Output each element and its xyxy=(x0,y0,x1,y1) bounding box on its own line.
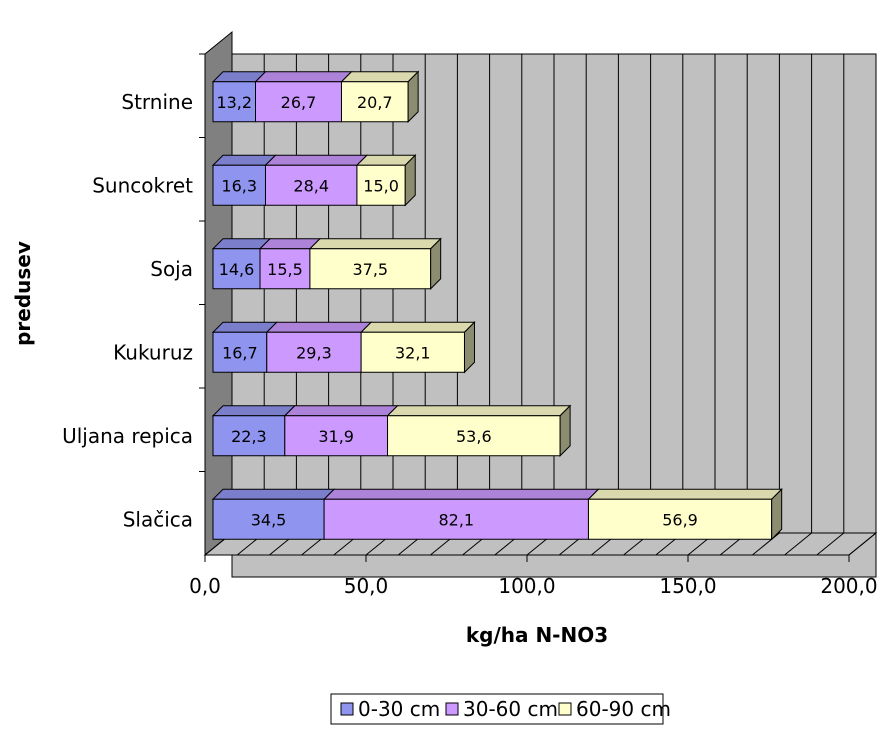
bar-segment xyxy=(587,488,783,541)
bar-top-face xyxy=(283,405,399,417)
data-label: 82,1 xyxy=(438,510,474,529)
floor-grid-line xyxy=(848,532,877,556)
bar-front-face xyxy=(212,164,266,206)
bar-segment xyxy=(211,488,336,540)
bar-segment xyxy=(258,238,322,290)
bar-front-face xyxy=(212,81,257,123)
bar-top-face xyxy=(211,154,277,166)
bar-top-face xyxy=(386,405,572,417)
bar-end-face xyxy=(463,321,475,374)
bar-end-face xyxy=(407,70,419,123)
bar-segment xyxy=(283,405,399,457)
bars: 13,2 26,7 20,7 16,3 28,4 15,0 14,6 15,5 37,5 16,7… xyxy=(211,70,783,541)
bar-front-face xyxy=(360,331,465,373)
category-label: Uljana repica xyxy=(62,424,193,448)
data-label: 26,7 xyxy=(281,93,317,112)
x-axis-title: kg/ha N-NO3 xyxy=(466,623,608,647)
bar-front-face xyxy=(284,415,389,457)
legend-box xyxy=(330,693,664,725)
bar-top-face xyxy=(211,405,297,417)
bar-segment xyxy=(359,321,476,374)
bar-front-face xyxy=(212,415,286,457)
floor-grid-line xyxy=(784,532,812,556)
legend-swatch xyxy=(445,702,459,716)
bar-segment xyxy=(264,154,369,206)
bar-top-face xyxy=(308,238,442,250)
bar-segment xyxy=(211,238,272,290)
data-label: 22,3 xyxy=(231,427,267,446)
bar-segment xyxy=(386,404,572,457)
bar-segment xyxy=(308,237,442,290)
data-label: 31,9 xyxy=(318,427,354,446)
legend: 0-30 cm 30-60 cm 60-90 cm xyxy=(330,693,671,725)
bar-front-face xyxy=(259,248,311,290)
x-tick-label: 0,0 xyxy=(189,574,221,598)
data-label: 16,7 xyxy=(222,343,258,362)
data-label: 29,3 xyxy=(296,343,332,362)
bar-front-face xyxy=(356,164,406,206)
data-label: 16,3 xyxy=(221,176,257,195)
bar-segment xyxy=(322,488,600,540)
bar-segment xyxy=(211,154,277,206)
data-label: 53,6 xyxy=(456,427,492,446)
bar-front-face xyxy=(212,331,268,373)
legend-label: 30-60 cm xyxy=(463,697,558,721)
bar-end-face xyxy=(559,404,571,457)
bar-segment xyxy=(254,71,353,123)
bar-top-face xyxy=(322,488,600,500)
data-label: 15,5 xyxy=(267,260,303,279)
bar-top-face xyxy=(587,488,783,500)
legend-swatch xyxy=(558,702,572,716)
data-label: 14,6 xyxy=(219,260,255,279)
axes: Strnine Suncokret Soja Kukuruz Uljana repica… xyxy=(62,53,878,598)
legend-swatch xyxy=(340,702,354,716)
legend-label: 60-90 cm xyxy=(576,697,671,721)
data-label: 20,7 xyxy=(357,93,393,112)
data-label: 34,5 xyxy=(251,510,287,529)
data-label: 32,1 xyxy=(395,343,431,362)
bar-top-face xyxy=(211,488,336,500)
bar-segment xyxy=(211,405,297,457)
data-label: 15,0 xyxy=(363,176,399,195)
data-label: 28,4 xyxy=(293,176,329,195)
data-label: 37,5 xyxy=(352,260,388,279)
bar-segment xyxy=(211,321,278,373)
bar-front-face xyxy=(212,248,261,290)
bar-front-face xyxy=(587,498,773,540)
bar-top-face xyxy=(340,71,420,83)
bar-top-face xyxy=(211,321,278,333)
legend-label: 0-30 cm xyxy=(358,697,440,721)
x-tick-label: 50,0 xyxy=(344,574,389,598)
bar-front-face xyxy=(212,498,325,540)
y-axis-title: predusev xyxy=(11,241,35,346)
bar-end-face xyxy=(771,488,783,541)
bar-end-face xyxy=(404,154,416,207)
category-label: Suncokret xyxy=(92,173,193,197)
x-tick-label: 150,0 xyxy=(659,574,716,598)
data-label: 13,2 xyxy=(216,93,252,112)
bar-top-face xyxy=(264,154,369,166)
bar-front-face xyxy=(323,498,589,540)
bar-front-face xyxy=(255,81,342,123)
bar-segment xyxy=(355,154,417,207)
bar-front-face xyxy=(264,164,358,206)
bar-segment xyxy=(340,70,420,123)
bar-top-face xyxy=(359,321,476,333)
bar-top-face xyxy=(254,71,353,83)
floor-grid-line xyxy=(816,532,845,556)
category-label: Soja xyxy=(150,257,193,281)
x-tick-label: 200,0 xyxy=(820,574,877,598)
category-label: Strnine xyxy=(121,90,193,114)
bar-segment xyxy=(211,71,267,123)
category-label: Slačica xyxy=(123,507,193,531)
x-tick-label: 100,0 xyxy=(498,574,555,598)
bar-top-face xyxy=(265,321,373,333)
category-label: Kukuruz xyxy=(113,340,193,364)
data-label: 56,9 xyxy=(662,510,698,529)
bar-end-face xyxy=(430,237,442,290)
bar-front-face xyxy=(340,81,409,123)
